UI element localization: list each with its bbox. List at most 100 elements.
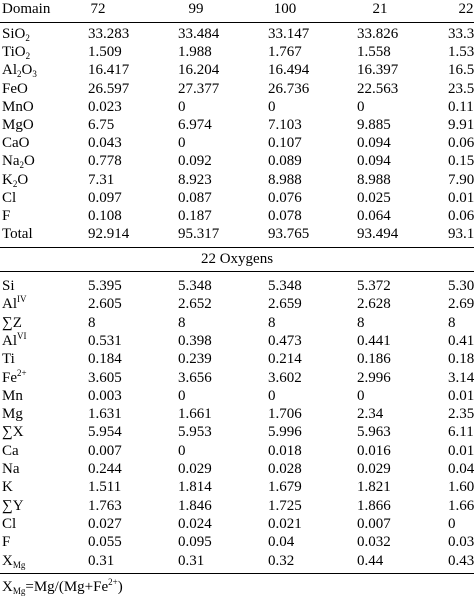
value: 0.007	[357, 515, 391, 532]
value: 0.107	[268, 135, 302, 152]
label-part: 2	[25, 33, 30, 43]
value: 0.214	[268, 351, 302, 368]
label-part: Mn	[2, 387, 23, 404]
column-header: 21	[372, 1, 388, 17]
value: 5.372	[357, 278, 391, 294]
value: 33.484	[178, 26, 220, 42]
value: 1.607	[448, 479, 474, 496]
value: 8	[357, 314, 365, 331]
value: 5.348	[268, 278, 302, 294]
row-label: AlIV	[2, 295, 27, 313]
row-label: K	[2, 479, 13, 495]
value: 8.988	[268, 171, 302, 188]
row-label: K2O	[2, 171, 29, 189]
value: 8.988	[357, 171, 391, 188]
value: 33.312	[448, 26, 474, 42]
value: 9.914	[448, 117, 474, 133]
value: 33.147	[268, 26, 310, 42]
label-part: Na	[2, 461, 20, 477]
value: 1.846	[178, 497, 212, 514]
label-part: 2	[25, 51, 31, 62]
value: 1.725	[268, 497, 302, 514]
row-label: XMg	[2, 553, 25, 570]
label-part: K	[2, 171, 13, 188]
column-header: 22	[458, 1, 474, 17]
value: 7.103	[268, 117, 302, 133]
value: 3.656	[178, 369, 212, 386]
value: 16.494	[268, 62, 310, 79]
label-part: 3	[32, 69, 37, 80]
value: 1.706	[268, 406, 302, 423]
value: 1.866	[357, 497, 391, 514]
value: 8	[178, 314, 186, 331]
label-part: Mg	[12, 586, 26, 596]
row-label: SiO2	[2, 26, 30, 43]
rule	[0, 573, 474, 574]
label-part: Fe	[2, 369, 17, 386]
value: 93.494	[357, 226, 399, 243]
column-header: 72	[90, 1, 106, 17]
value: 0.087	[178, 189, 212, 206]
value: 0.021	[268, 515, 302, 532]
value: 5.954	[88, 424, 122, 441]
column-header: 100	[273, 1, 297, 17]
value: 3.605	[88, 369, 122, 386]
rule	[0, 22, 474, 23]
value: 9.885	[357, 117, 391, 133]
value: 0.064	[357, 208, 391, 224]
row-label: Na2O	[2, 153, 35, 171]
value: 0.44	[357, 552, 384, 569]
value: 0.473	[268, 332, 302, 349]
value: 0	[448, 515, 456, 532]
value: 0.244	[88, 461, 122, 477]
value: 0.018	[268, 442, 302, 459]
value: 2.628	[357, 296, 391, 313]
value: 0.095	[178, 534, 212, 551]
label-part: ∑Z	[2, 314, 22, 331]
value: 0.531	[88, 332, 122, 349]
value: 0.04	[268, 534, 295, 551]
value: 0	[178, 98, 186, 115]
value: 0.029	[178, 461, 212, 477]
label-part: 2	[19, 160, 25, 171]
value: 33.283	[88, 26, 130, 42]
value: 0.078	[268, 208, 302, 224]
value: 1.558	[357, 44, 391, 61]
value: 0	[178, 442, 186, 459]
label-part: ∑Y	[2, 497, 24, 514]
value: 6.75	[88, 117, 115, 133]
value: 0.076	[268, 189, 302, 206]
value: 0.025	[357, 189, 391, 206]
label-part: O	[17, 171, 29, 188]
value: 95.317	[178, 226, 220, 243]
value: 6.113	[448, 424, 474, 441]
value: 1.763	[88, 497, 122, 514]
label-part: Si	[2, 278, 15, 294]
label-part: X	[2, 579, 13, 595]
value: 1.511	[88, 479, 122, 496]
row-label: Al2O3	[2, 62, 37, 80]
label-part: SiO	[2, 26, 26, 42]
value: 5.348	[178, 278, 212, 294]
value: 27.377	[178, 80, 220, 97]
value: 0	[357, 98, 365, 115]
value: 0.013	[448, 189, 474, 206]
value: 0.024	[178, 515, 212, 532]
row-label: Fe2+	[2, 368, 27, 386]
value: 1.988	[178, 44, 212, 61]
value: 93.18	[448, 226, 474, 243]
label-part: Al	[2, 296, 17, 313]
label-part: F	[2, 208, 11, 224]
label-part: Total	[2, 226, 33, 243]
value: 1.821	[357, 479, 391, 496]
value: 16.417	[88, 62, 130, 79]
value: 0.187	[178, 208, 212, 224]
rule	[0, 271, 474, 272]
footnote: XMg=Mg/(Mg+Fe2+)	[2, 578, 123, 596]
value: 0.043	[88, 135, 122, 152]
value: 16.204	[178, 62, 220, 79]
value: 1.509	[88, 44, 122, 61]
label-part: Cl	[2, 189, 17, 206]
label-part: Cl	[2, 515, 17, 532]
value: 1.537	[448, 44, 474, 61]
